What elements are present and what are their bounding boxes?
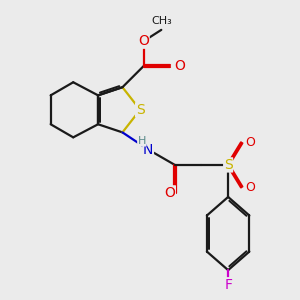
Text: O: O xyxy=(164,186,175,200)
Text: N: N xyxy=(143,142,153,157)
Text: O: O xyxy=(138,34,149,48)
Text: H: H xyxy=(138,136,146,146)
Text: O: O xyxy=(246,181,256,194)
Text: S: S xyxy=(224,158,233,172)
Text: F: F xyxy=(224,278,232,292)
Text: O: O xyxy=(174,59,185,73)
Text: S: S xyxy=(136,103,144,117)
Text: O: O xyxy=(246,136,256,149)
Text: CH₃: CH₃ xyxy=(151,16,172,26)
